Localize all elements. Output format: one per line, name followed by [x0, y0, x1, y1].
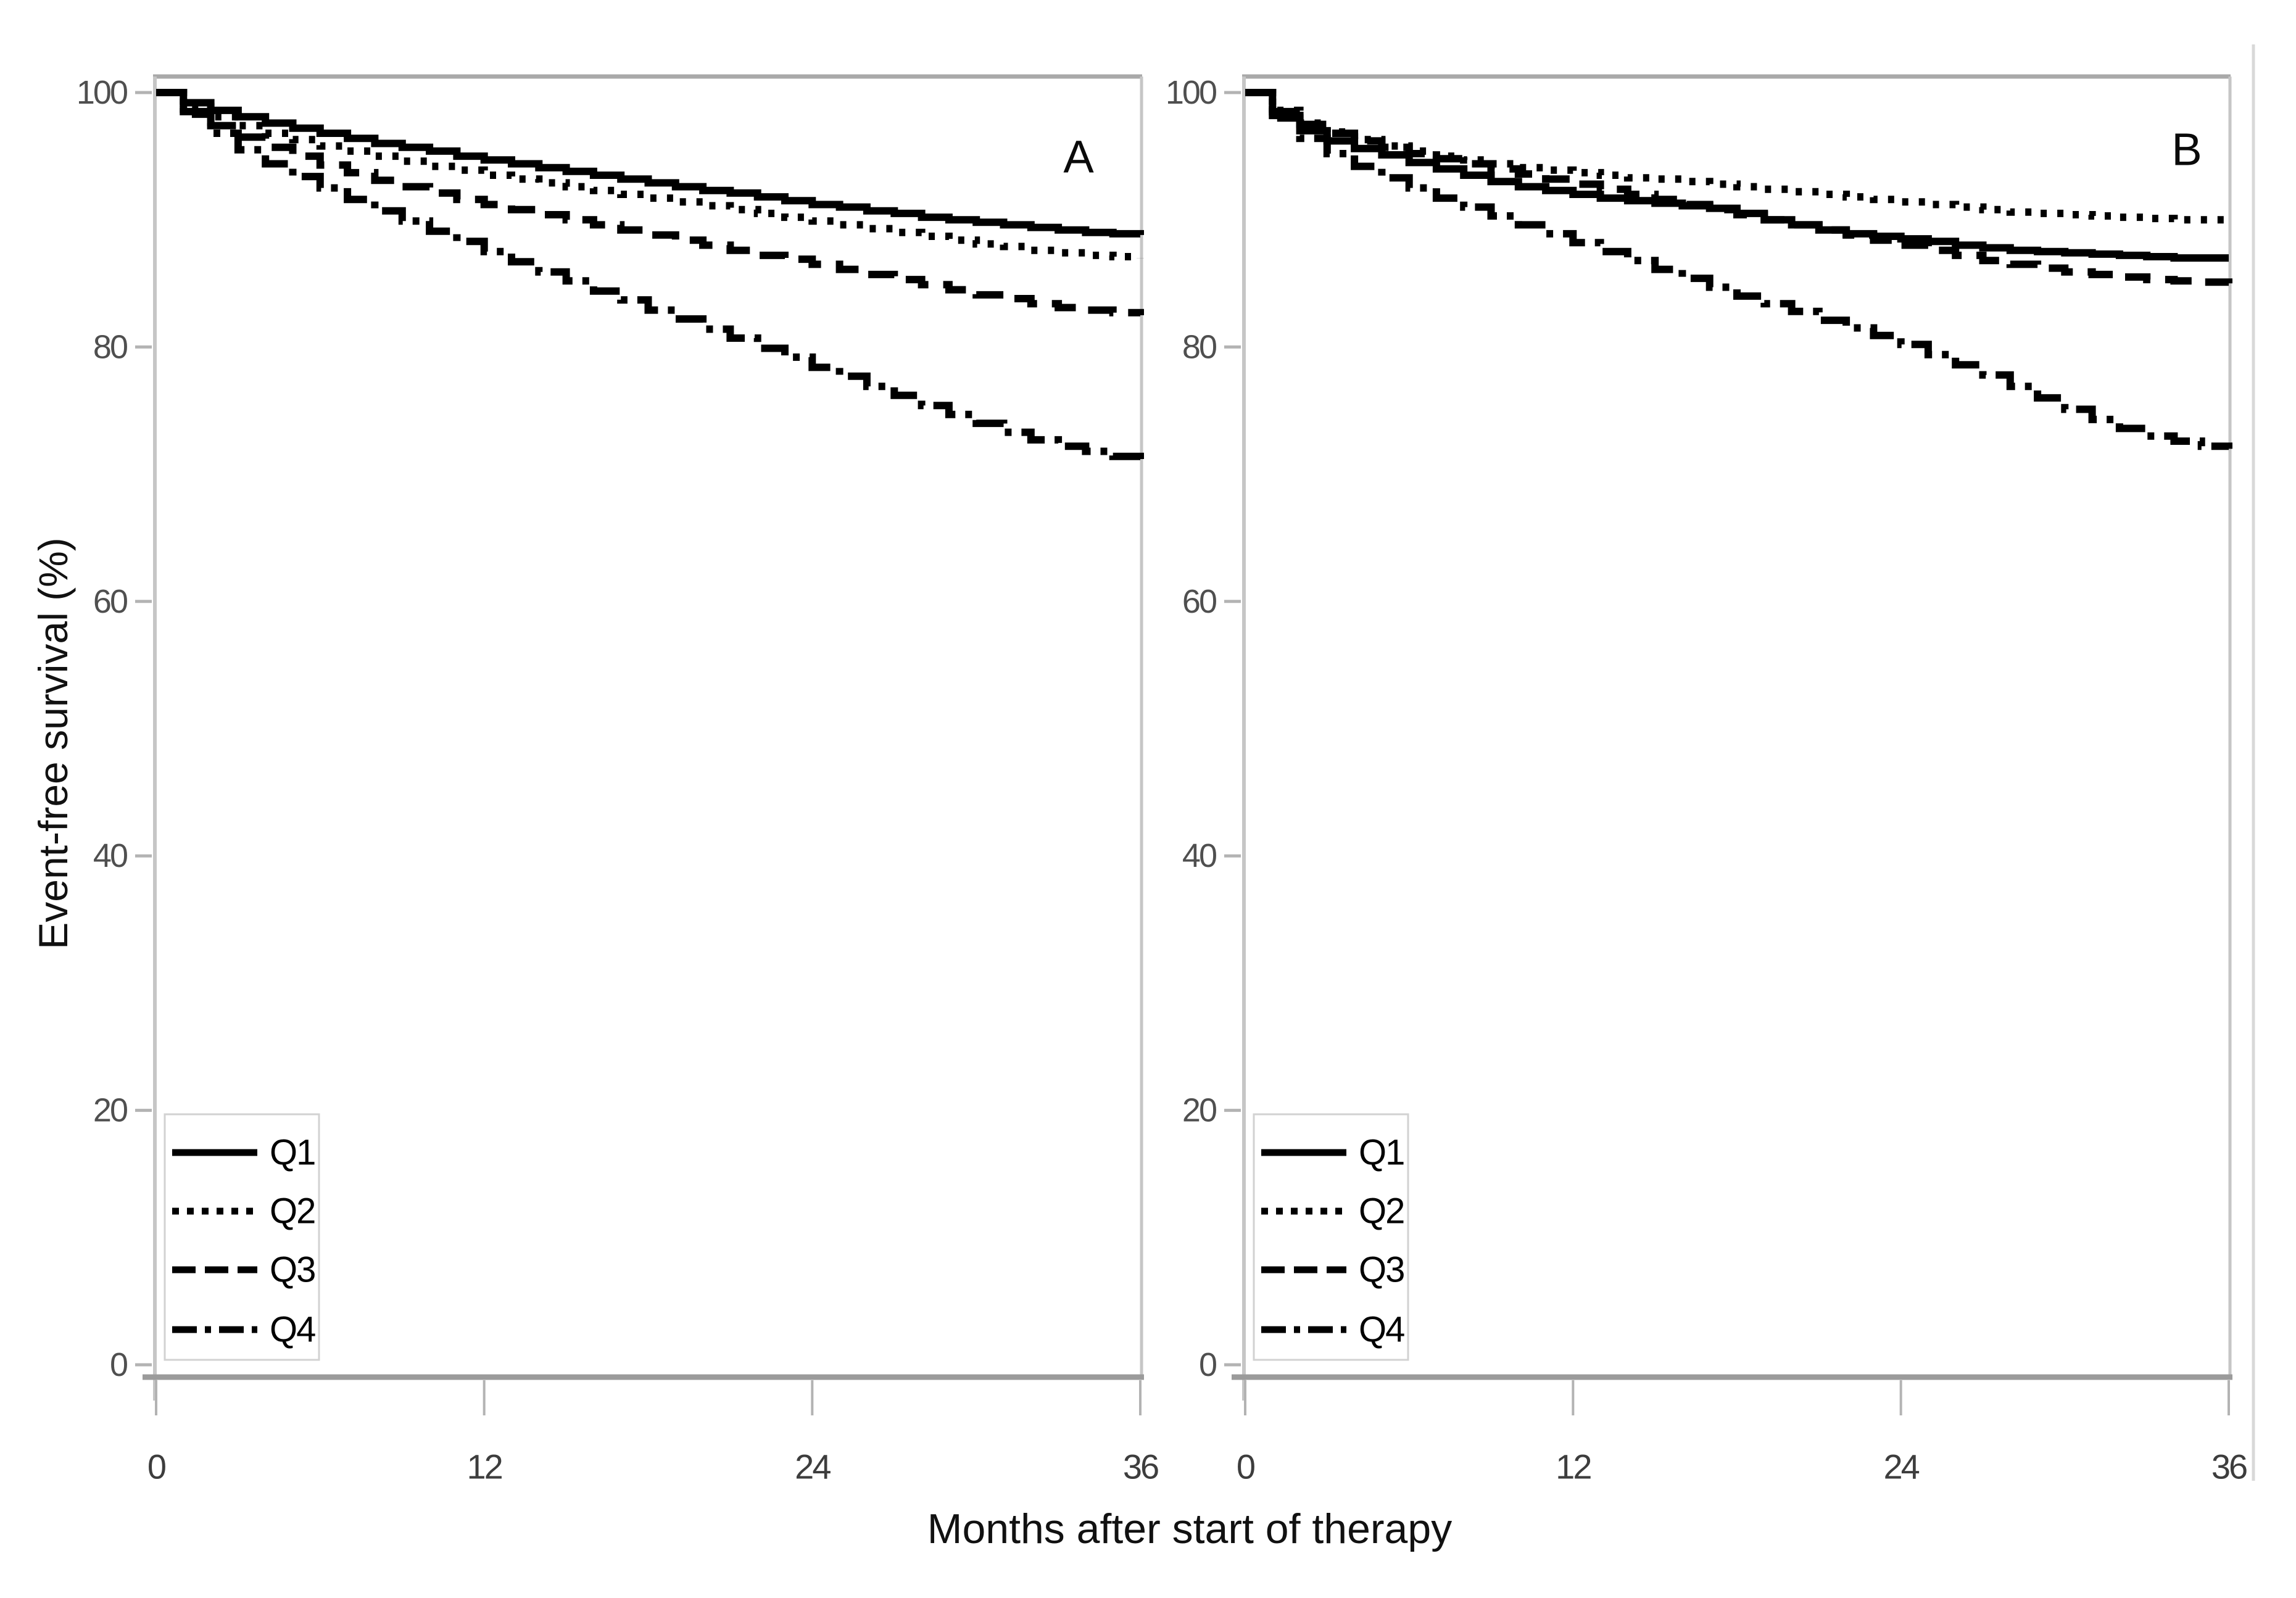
legend-label-q1: Q1 — [270, 1133, 315, 1173]
x-tick-label: 0 — [1237, 1447, 1254, 1486]
y-axis-title: Event-free survival (%) — [30, 537, 76, 950]
x-tick-label: 36 — [1123, 1447, 1158, 1486]
y-tick-label: 100 — [77, 74, 127, 111]
legend-panel-b: Q1 Q2 Q3 Q4 — [1253, 1113, 1409, 1361]
y-tick-label: 20 — [93, 1092, 127, 1129]
x-tick-label: 12 — [467, 1447, 502, 1486]
curve-q3-panel-b — [1245, 89, 2232, 286]
panel-letter-b: B — [2171, 124, 2202, 175]
legend-label-q3: Q3 — [270, 1250, 315, 1290]
curve-q3-panel-a — [156, 89, 1144, 317]
y-tick-label: 80 — [1182, 328, 1216, 365]
panel-b: 0 20 40 60 80 100 0 12 24 36 B Q1 Q2 Q3 Q4 — [1166, 74, 2248, 1486]
curve-q2-panel-a — [156, 89, 1144, 260]
y-tick-label: 40 — [1182, 837, 1216, 874]
y-tick-label: 100 — [1166, 74, 1216, 111]
y-tick-label: 60 — [1182, 583, 1216, 620]
x-tick-label: 0 — [147, 1447, 165, 1486]
legend-label-q1: Q1 — [1359, 1133, 1404, 1173]
x-tick-label: 36 — [2211, 1447, 2247, 1486]
y-tick-label: 20 — [1182, 1092, 1216, 1129]
panel-a: 0 20 40 60 80 100 0 12 24 36 A Q1 Q2 Q3 Q4 — [77, 74, 1160, 1486]
legend-panel-a: Q1 Q2 Q3 Q4 — [164, 1113, 320, 1361]
curve-q1-panel-a — [156, 89, 1144, 238]
curve-q4-panel-b — [1245, 89, 2232, 450]
legend-label-q4: Q4 — [270, 1310, 315, 1350]
x-tick-label: 12 — [1556, 1447, 1591, 1486]
panel-letter-a: A — [1063, 131, 1094, 183]
x-axis-title: Months after start of therapy — [927, 1505, 1452, 1552]
panels-group: 0 20 40 60 80 100 0 12 24 36 A Q1 Q2 Q3 Q4 0 20 40 60 80 100… — [77, 44, 2255, 1486]
curve-q4-panel-a — [156, 89, 1144, 462]
y-tick-label: 80 — [93, 328, 127, 365]
legend-label-q3: Q3 — [1359, 1250, 1404, 1290]
y-tick-label: 60 — [93, 583, 127, 620]
legend-label-q4: Q4 — [1359, 1310, 1404, 1350]
y-tick-label: 0 — [1199, 1346, 1216, 1383]
y-tick-label: 0 — [110, 1346, 127, 1383]
legend-label-q2: Q2 — [1359, 1191, 1404, 1232]
y-tick-label: 40 — [93, 837, 127, 874]
x-tick-label: 24 — [1884, 1447, 1920, 1486]
x-tick-label: 24 — [795, 1447, 831, 1486]
legend-label-q2: Q2 — [270, 1191, 315, 1232]
